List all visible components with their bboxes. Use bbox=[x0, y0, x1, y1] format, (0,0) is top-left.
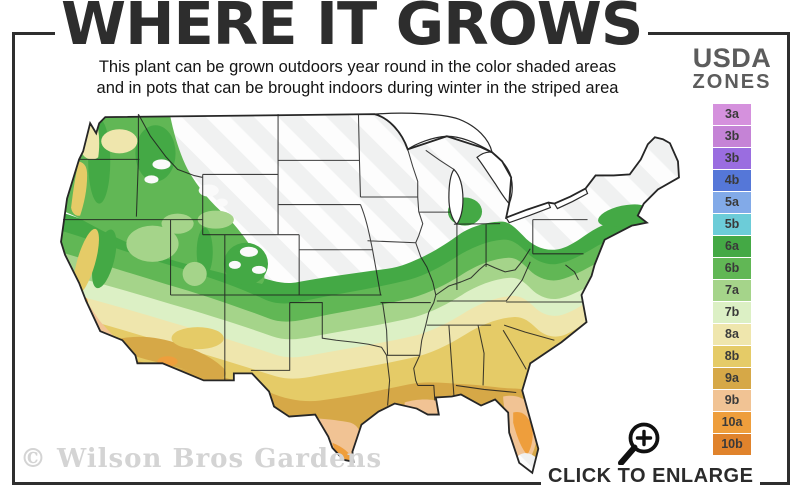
zone-swatch-5a: 5a bbox=[713, 192, 751, 213]
zone-swatch-8b: 8b bbox=[713, 346, 751, 367]
watermark: © Wilson Bros Gardens bbox=[20, 444, 383, 474]
legend-title-zones: ZONES bbox=[692, 71, 772, 93]
usda-zones-legend: USDA ZONES 3a 3b 3b 4b 5a 5b 6a 6b 7a 7b 8a 8b 9a 9b 1… bbox=[688, 44, 776, 456]
zone-swatch-4b: 4b bbox=[713, 170, 751, 191]
zone-swatch-9b: 9b bbox=[713, 390, 751, 411]
page-title: WHERE IT GROWS bbox=[55, 0, 649, 55]
zone-swatch-6a: 6a bbox=[713, 236, 751, 257]
zone-swatch-3b: 3b bbox=[713, 148, 751, 169]
zone-swatch-7a: 7a bbox=[713, 280, 751, 301]
subtitle: This plant can be grown outdoors year ro… bbox=[30, 57, 685, 99]
subtitle-line-2: and in pots that can be brought indoors … bbox=[96, 79, 619, 97]
legend-title-usda: USDA bbox=[692, 43, 772, 73]
zone-swatch-6b: 6b bbox=[713, 258, 751, 279]
zone-swatch-8a: 8a bbox=[713, 324, 751, 345]
click-to-enlarge-button[interactable]: CLICK TO ENLARGE bbox=[541, 465, 761, 488]
zone-swatch-3b: 3b bbox=[713, 126, 751, 147]
zone-swatch-7b: 7b bbox=[713, 302, 751, 323]
magnifier-plus-icon[interactable] bbox=[608, 418, 664, 470]
zone-swatch-10b: 10b bbox=[713, 434, 751, 455]
us-hardiness-zone-map[interactable] bbox=[55, 111, 683, 479]
subtitle-line-1: This plant can be grown outdoors year ro… bbox=[98, 58, 617, 76]
zone-swatch-3a: 3a bbox=[713, 104, 751, 125]
zone-swatch-list: 3a 3b 3b 4b 5a 5b 6a 6b 7a 7b 8a 8b 9a 9b 10a 10b bbox=[713, 104, 751, 455]
zone-swatch-9a: 9a bbox=[713, 368, 751, 389]
zone-swatch-10a: 10a bbox=[713, 412, 751, 433]
lake-michigan bbox=[448, 168, 464, 226]
zone-swatch-5b: 5b bbox=[713, 214, 751, 235]
